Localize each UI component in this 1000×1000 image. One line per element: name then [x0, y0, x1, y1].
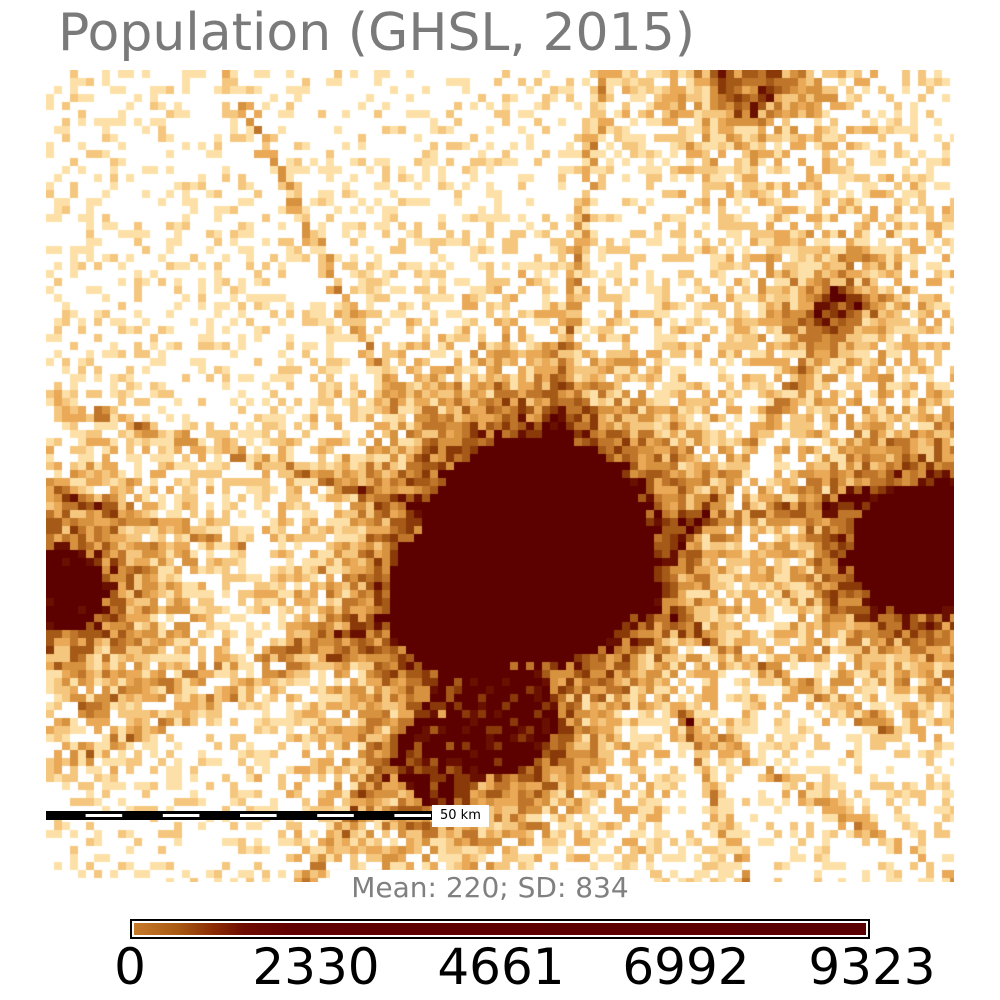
scale-label: 50 km — [432, 805, 489, 827]
legend-tick-1: 2330 — [252, 938, 380, 996]
legend-tick-3: 6992 — [622, 938, 750, 996]
legend-tick-4: 9323 — [808, 938, 936, 996]
legend-tick-2: 4661 — [437, 938, 565, 996]
map-title: Population (GHSL, 2015) — [58, 3, 696, 63]
legend-tick-0: 0 — [114, 938, 146, 996]
scale-bar — [46, 811, 432, 820]
population-raster — [46, 70, 954, 882]
stats-label: Mean: 220; SD: 834 — [351, 871, 629, 904]
color-legend-bar — [130, 919, 870, 939]
color-legend-gradient — [134, 923, 866, 935]
stats-background — [330, 870, 650, 908]
scale-bar-segments — [85, 814, 431, 817]
